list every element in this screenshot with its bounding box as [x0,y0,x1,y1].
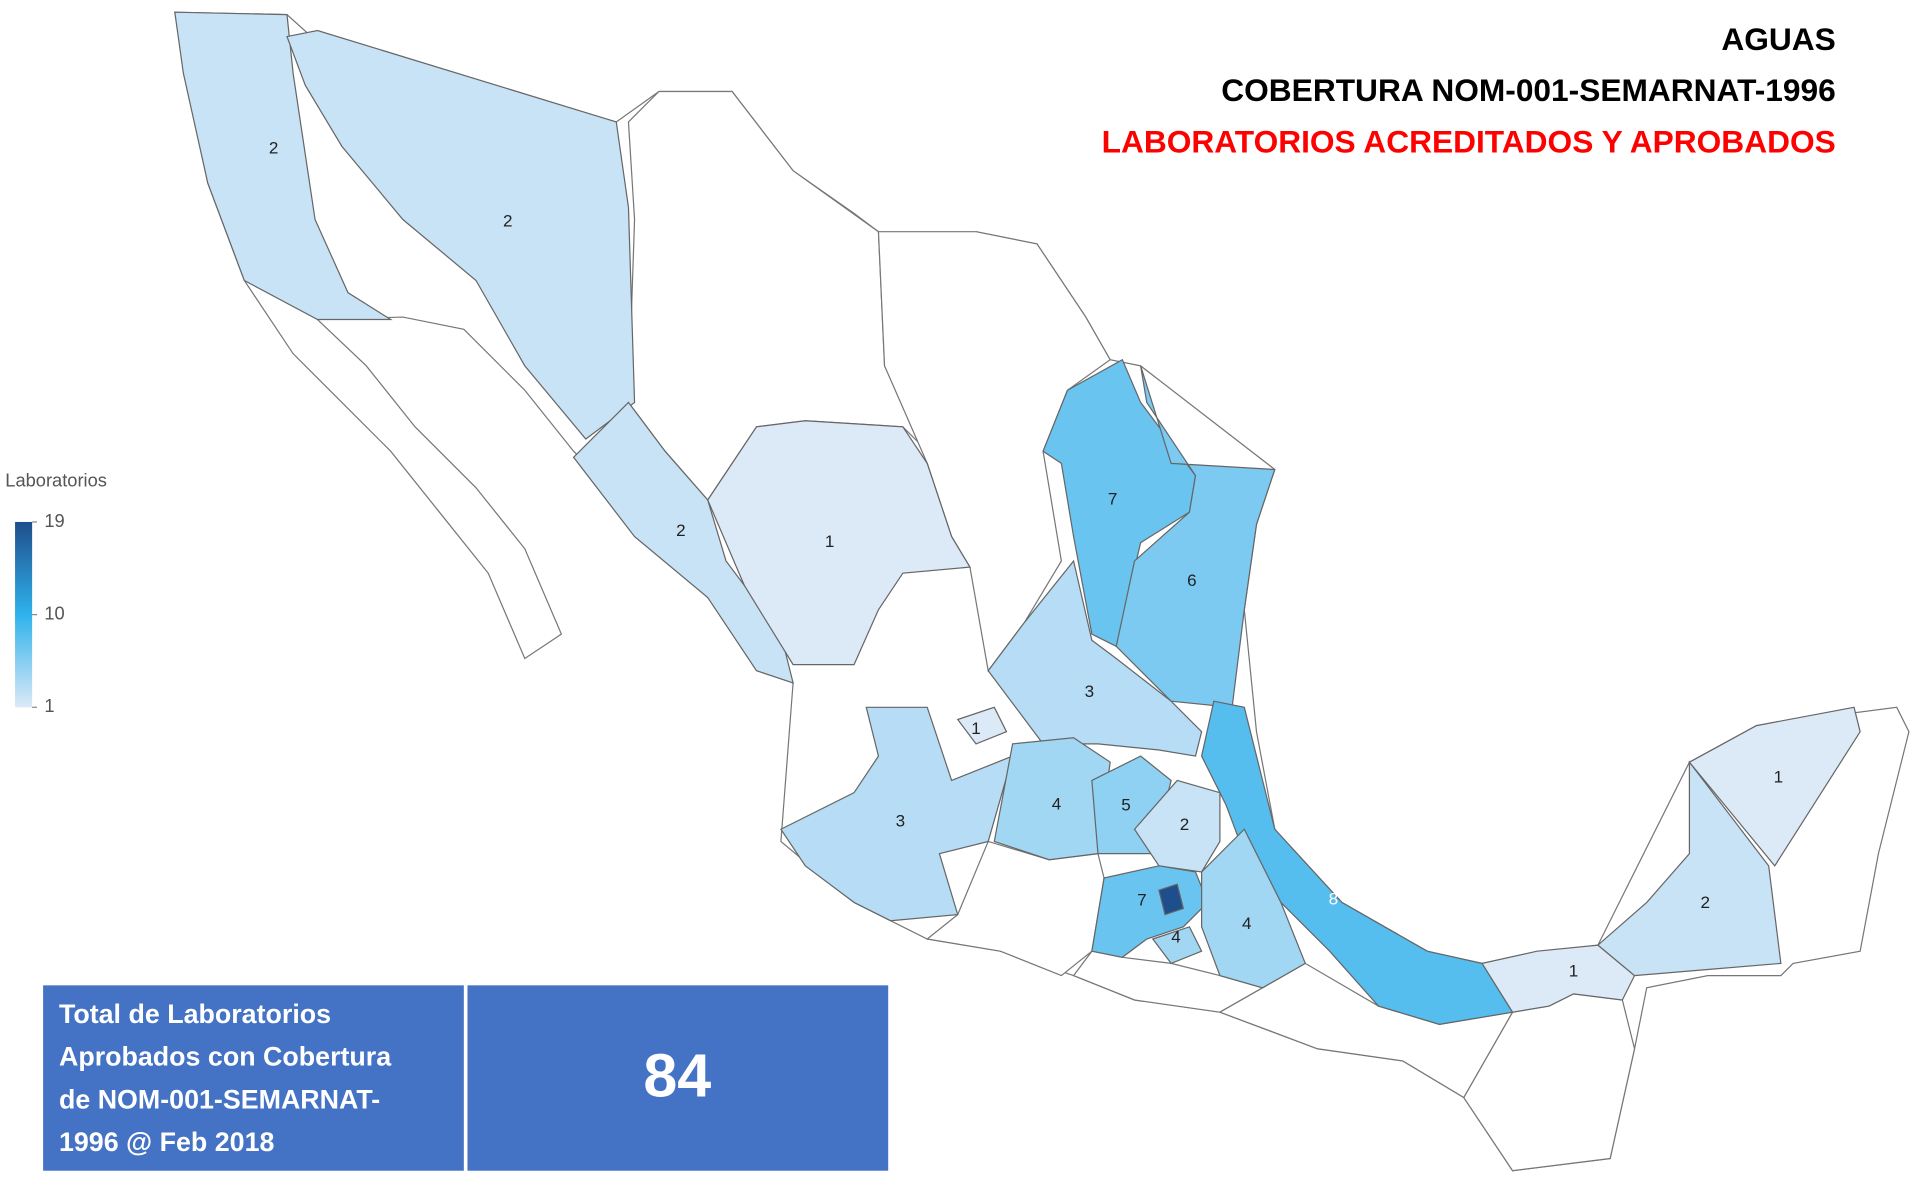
region-label: 7 [1108,490,1118,509]
region [1481,944,1636,1013]
legend-tick-label: 10 [44,602,64,623]
region-label: 8 [1329,889,1339,908]
title-block: AGUAS COBERTURA NOM-001-SEMARNAT-1996 LA… [1102,21,1836,159]
region-label: 3 [896,811,906,830]
region-label: 4 [1052,794,1062,813]
region [1151,926,1203,965]
region-label: 2 [269,138,279,157]
legend-bar [15,521,33,708]
region [956,706,1008,745]
total-value-cell [467,985,889,1171]
legend-title: Laboratorios [5,470,107,491]
legend: Laboratorios 19 10 1 [5,470,107,717]
title-line: AGUAS [1721,21,1835,57]
region [1158,883,1185,916]
title-line: COBERTURA NOM-001-SEMARNAT-1996 [1221,72,1835,108]
total-label-line: 1996 @ Feb 2018 [59,1127,275,1157]
region [1597,760,1782,977]
total-box: Total de Laboratorios Aprobados con Cobe… [43,985,889,1171]
region-label: 2 [1180,815,1190,834]
region-label: 6 [1187,571,1197,590]
region-label: 1 [1569,961,1579,980]
region [707,420,971,666]
region [1201,828,1307,989]
regions [174,11,1861,1025]
region [1688,706,1861,867]
region-label: 1 [825,532,835,551]
total-label-line: de NOM-001-SEMARNAT- [59,1084,380,1114]
title-line: LABORATORIOS ACREDITADOS Y APROBADOS [1102,123,1836,159]
legend-tick-label: 19 [44,510,64,531]
total-label-line: Aprobados con Cobertura [59,1042,392,1072]
region [780,706,1014,922]
total-value: 84 [643,1042,711,1110]
region-label: 2 [503,211,513,230]
region-label: 4 [1171,927,1181,946]
region-labels: 2 2 2 1 7 6 3 8 3 1 4 5 2 7 4 4 1 2 1 [269,138,1783,980]
region-label: 2 [1701,893,1711,912]
region-label: 1 [1774,768,1784,787]
legend-tick-label: 1 [44,695,54,716]
region-label: 2 [676,521,686,540]
region [1200,700,1514,1025]
region-label: 7 [1137,891,1147,910]
region-label: 4 [1242,914,1252,933]
region [174,11,393,321]
region [286,29,636,440]
region-label: 1 [971,719,981,738]
total-label-cell [43,985,464,1171]
total-label-line: Total de Laboratorios [59,999,331,1029]
region [987,559,1203,757]
region-label: 5 [1121,796,1131,815]
region-label: 3 [1085,682,1095,701]
